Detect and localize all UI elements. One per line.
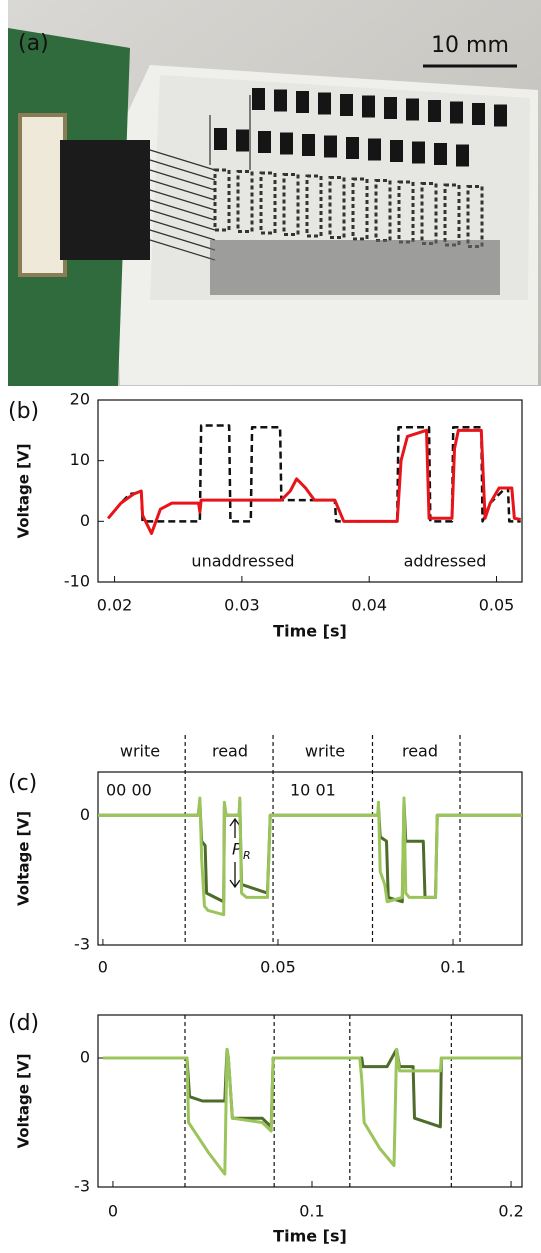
data-line: [107, 424, 521, 523]
annotation: P: [232, 840, 242, 859]
y-axis-label: Voltage [V]: [15, 811, 33, 906]
data-line: [102, 1047, 521, 1129]
annotation: unaddressed: [191, 552, 294, 571]
chart: (b) -10 0 10 20 0.02 0.03 0.04 0.05 Voltage [V] Ti…: [8, 390, 523, 641]
y-axis-label: Voltage [V]: [15, 444, 33, 539]
x-tick-label: 0.1: [440, 958, 465, 977]
phase-label: read: [212, 742, 248, 761]
arrow: [229, 862, 241, 889]
y-tick-label: 0: [80, 511, 90, 530]
state-label: 00 00: [106, 781, 152, 800]
y-tick-label: -3: [74, 1177, 90, 1196]
data-line: [107, 428, 522, 535]
panel-label: (d): [8, 1011, 39, 1036]
panel-label: (a): [18, 31, 49, 56]
x-tick-label: 0: [108, 1202, 118, 1221]
panel-label: (c): [8, 771, 37, 796]
x-axis-label: Time [s]: [273, 622, 347, 641]
panel-label: (b): [8, 399, 39, 424]
chart: (c) -3 0 0 0.05 0.1 Voltage [V] write read write r…: [8, 735, 523, 977]
phase-label: read: [402, 742, 438, 761]
x-tick-label: 0.04: [351, 596, 387, 615]
plot-frame: [97, 1014, 523, 1188]
x-tick-label: 0.2: [498, 1202, 523, 1221]
data-line: [98, 800, 522, 904]
y-tick-label: -3: [74, 935, 90, 954]
y-tick-label: -10: [64, 572, 90, 591]
x-tick-label: 0.05: [479, 596, 515, 615]
x-tick-label: 0: [98, 958, 108, 977]
y-tick-label: 0: [80, 805, 90, 824]
phase-label: write: [120, 742, 160, 761]
chart: (d) -3 0 0 0.1 0.2 Voltage [V] Time [s]: [8, 1011, 524, 1246]
data-line: [102, 1047, 521, 1176]
state-label: 10 01: [290, 781, 336, 800]
y-axis-label: Voltage [V]: [15, 1054, 33, 1149]
annotation: addressed: [404, 552, 487, 571]
x-tick-label: 0.02: [97, 596, 133, 615]
plot-frame: [97, 399, 523, 583]
y-tick-label: 20: [70, 390, 90, 409]
y-tick-label: 0: [80, 1048, 90, 1067]
x-tick-label: 0.05: [260, 958, 296, 977]
x-tick-label: 0.1: [299, 1202, 324, 1221]
x-tick-label: 0.03: [224, 596, 260, 615]
data-line: [98, 796, 522, 917]
y-tick-label: 10: [70, 450, 90, 469]
phase-label: write: [305, 742, 345, 761]
scale-bar-label: 10 mm: [431, 33, 509, 58]
plot-frame: [97, 771, 523, 946]
x-axis-label: Time [s]: [273, 1227, 347, 1246]
photo: (a) 10 mm: [8, 0, 541, 386]
arrow: [229, 817, 241, 838]
annotation-sub: R: [243, 849, 251, 862]
